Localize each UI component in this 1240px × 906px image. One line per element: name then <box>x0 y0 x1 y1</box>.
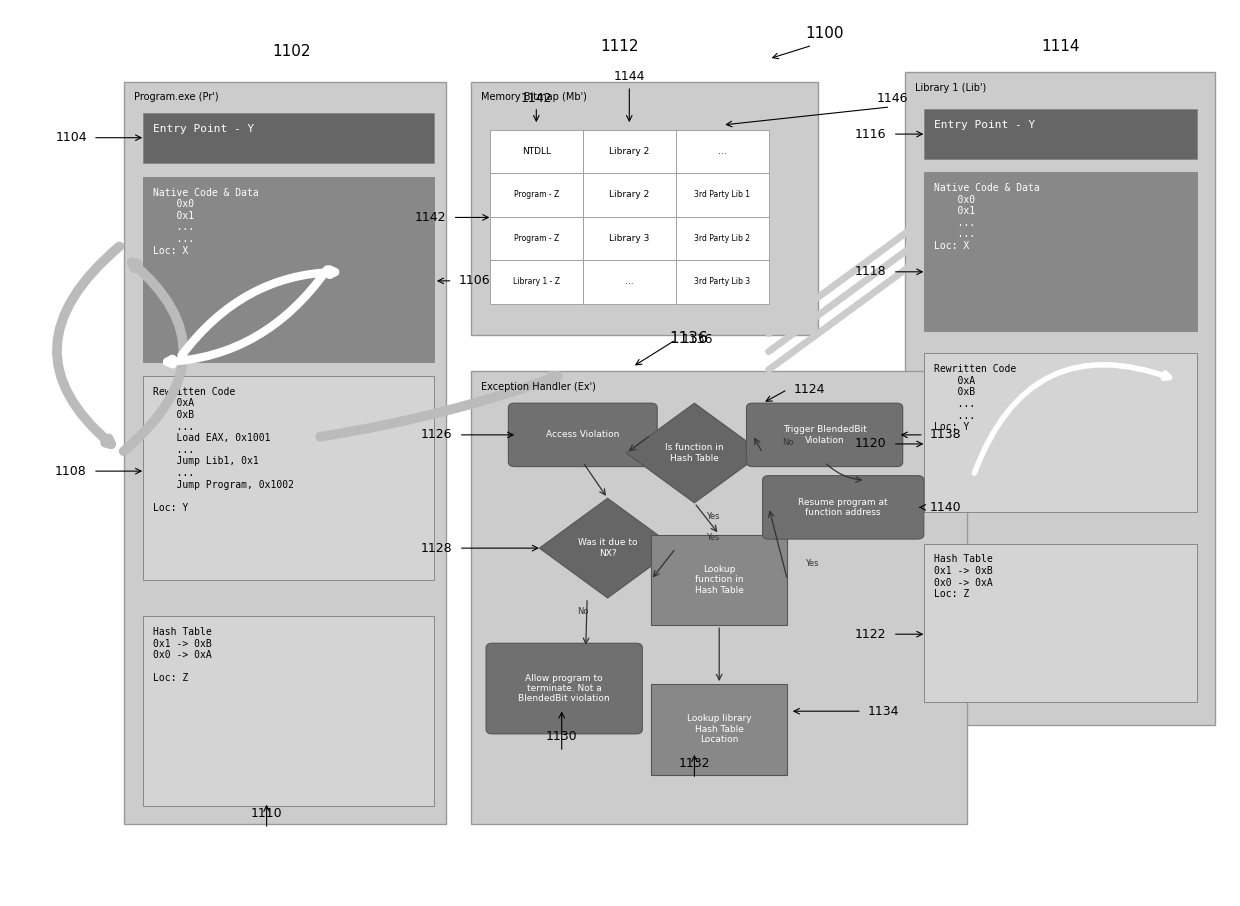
FancyBboxPatch shape <box>583 130 676 173</box>
Text: 1130: 1130 <box>546 730 578 743</box>
FancyBboxPatch shape <box>924 172 1197 331</box>
Text: 3rd Party Lib 1: 3rd Party Lib 1 <box>694 190 750 199</box>
FancyBboxPatch shape <box>490 260 583 304</box>
Text: 1126: 1126 <box>422 429 453 441</box>
Text: Yes: Yes <box>707 512 719 521</box>
Text: Access Violation: Access Violation <box>546 430 620 439</box>
Text: 1108: 1108 <box>55 465 87 477</box>
Text: Library 1 (Lib'): Library 1 (Lib') <box>915 83 986 93</box>
Text: 1142: 1142 <box>521 92 552 105</box>
Text: Library 3: Library 3 <box>609 234 650 243</box>
FancyBboxPatch shape <box>583 173 676 217</box>
FancyBboxPatch shape <box>676 130 769 173</box>
Text: Trigger BlendedBit
Violation: Trigger BlendedBit Violation <box>782 425 867 445</box>
Text: 1100: 1100 <box>805 25 844 41</box>
Text: Hash Table
0x1 -> 0xB
0x0 -> 0xA

Loc: Z: Hash Table 0x1 -> 0xB 0x0 -> 0xA Loc: Z <box>153 627 211 683</box>
Text: Native Code & Data
    0x0
    0x1
    ...
    ...
Loc: X: Native Code & Data 0x0 0x1 ... ... Loc: … <box>934 183 1039 251</box>
Text: 1142: 1142 <box>415 211 446 224</box>
Text: Exception Handler (Ex'): Exception Handler (Ex') <box>481 382 596 392</box>
Text: 1134: 1134 <box>868 705 899 718</box>
Text: Yes: Yes <box>806 559 818 568</box>
Text: 1118: 1118 <box>854 265 887 278</box>
Text: Resume program at
function address: Resume program at function address <box>799 497 888 517</box>
Text: No: No <box>577 607 589 616</box>
FancyBboxPatch shape <box>746 403 903 467</box>
Text: 1106: 1106 <box>459 275 491 287</box>
Text: 1122: 1122 <box>856 628 887 641</box>
FancyBboxPatch shape <box>763 476 924 539</box>
Text: 1144: 1144 <box>614 70 645 82</box>
Text: 1104: 1104 <box>55 131 87 144</box>
Text: Program - Z: Program - Z <box>513 190 559 199</box>
Text: Program - Z: Program - Z <box>513 234 559 243</box>
FancyBboxPatch shape <box>490 130 583 173</box>
Text: 1146: 1146 <box>877 92 909 105</box>
Text: 1136: 1136 <box>668 331 708 346</box>
Text: NTDLL: NTDLL <box>522 147 551 156</box>
Text: 1132: 1132 <box>678 757 711 770</box>
Text: Lookup library
Hash Table
Location: Lookup library Hash Table Location <box>687 715 751 744</box>
Text: Entry Point - Y: Entry Point - Y <box>934 120 1035 130</box>
Text: 1120: 1120 <box>854 438 887 450</box>
FancyBboxPatch shape <box>676 173 769 217</box>
FancyBboxPatch shape <box>676 217 769 260</box>
Text: No: No <box>781 438 794 447</box>
Polygon shape <box>626 403 763 503</box>
Text: 3rd Party Lib 3: 3rd Party Lib 3 <box>694 277 750 286</box>
FancyBboxPatch shape <box>143 113 434 163</box>
Text: Memory Bitmap (Mb'): Memory Bitmap (Mb') <box>481 92 587 102</box>
FancyBboxPatch shape <box>508 403 657 467</box>
Text: 1136: 1136 <box>682 333 713 346</box>
FancyBboxPatch shape <box>583 217 676 260</box>
FancyBboxPatch shape <box>924 544 1197 702</box>
Text: Native Code & Data
    0x0
    0x1
    ...
    ...
Loc: X: Native Code & Data 0x0 0x1 ... ... Loc: … <box>153 188 258 255</box>
Text: 1140: 1140 <box>930 501 962 514</box>
Text: 1102: 1102 <box>272 43 311 59</box>
FancyBboxPatch shape <box>651 535 787 625</box>
FancyBboxPatch shape <box>583 260 676 304</box>
FancyBboxPatch shape <box>124 82 446 824</box>
Text: Yes: Yes <box>707 533 719 542</box>
FancyBboxPatch shape <box>471 371 967 824</box>
Text: Rewritten Code
    0xA
    0xB
    ...
    ...
Loc: Y: Rewritten Code 0xA 0xB ... ... Loc: Y <box>934 364 1016 432</box>
Text: 1116: 1116 <box>856 128 887 140</box>
FancyBboxPatch shape <box>924 353 1197 512</box>
FancyBboxPatch shape <box>924 109 1197 159</box>
Text: Rewritten Code
    0xA
    0xB
    ...
    Load EAX, 0x1001
    ...
    Jump Lib: Rewritten Code 0xA 0xB ... Load EAX, 0x1… <box>153 387 294 513</box>
Text: Hash Table
0x1 -> 0xB
0x0 -> 0xA
Loc: Z: Hash Table 0x1 -> 0xB 0x0 -> 0xA Loc: Z <box>934 554 992 599</box>
FancyBboxPatch shape <box>490 217 583 260</box>
Text: Library 2: Library 2 <box>609 190 650 199</box>
Text: 1138: 1138 <box>930 429 962 441</box>
Text: ...: ... <box>625 277 634 286</box>
FancyBboxPatch shape <box>486 643 642 734</box>
Text: Is function in
Hash Table: Is function in Hash Table <box>665 443 724 463</box>
FancyBboxPatch shape <box>490 173 583 217</box>
FancyBboxPatch shape <box>905 72 1215 725</box>
Polygon shape <box>539 498 676 598</box>
Text: Library 2: Library 2 <box>609 147 650 156</box>
FancyBboxPatch shape <box>143 177 434 362</box>
Text: Lookup
function in
Hash Table: Lookup function in Hash Table <box>694 565 744 594</box>
Text: Entry Point - Y: Entry Point - Y <box>153 124 254 134</box>
Text: 3rd Party Lib 2: 3rd Party Lib 2 <box>694 234 750 243</box>
Text: 1114: 1114 <box>1040 39 1080 54</box>
Text: Was it due to
NX?: Was it due to NX? <box>578 538 637 558</box>
Text: 1112: 1112 <box>600 39 640 54</box>
Text: Library 1 - Z: Library 1 - Z <box>513 277 559 286</box>
FancyBboxPatch shape <box>676 260 769 304</box>
FancyBboxPatch shape <box>143 376 434 580</box>
FancyBboxPatch shape <box>143 616 434 806</box>
Text: 1124: 1124 <box>794 383 825 396</box>
Text: ...: ... <box>718 147 727 156</box>
Text: 1128: 1128 <box>420 542 453 554</box>
Text: 1110: 1110 <box>250 807 283 820</box>
Text: Allow program to
terminate. Not a
BlendedBit violation: Allow program to terminate. Not a Blende… <box>518 674 610 703</box>
FancyBboxPatch shape <box>651 684 787 775</box>
FancyBboxPatch shape <box>471 82 818 335</box>
Text: Program.exe (Pr'): Program.exe (Pr') <box>134 92 218 102</box>
